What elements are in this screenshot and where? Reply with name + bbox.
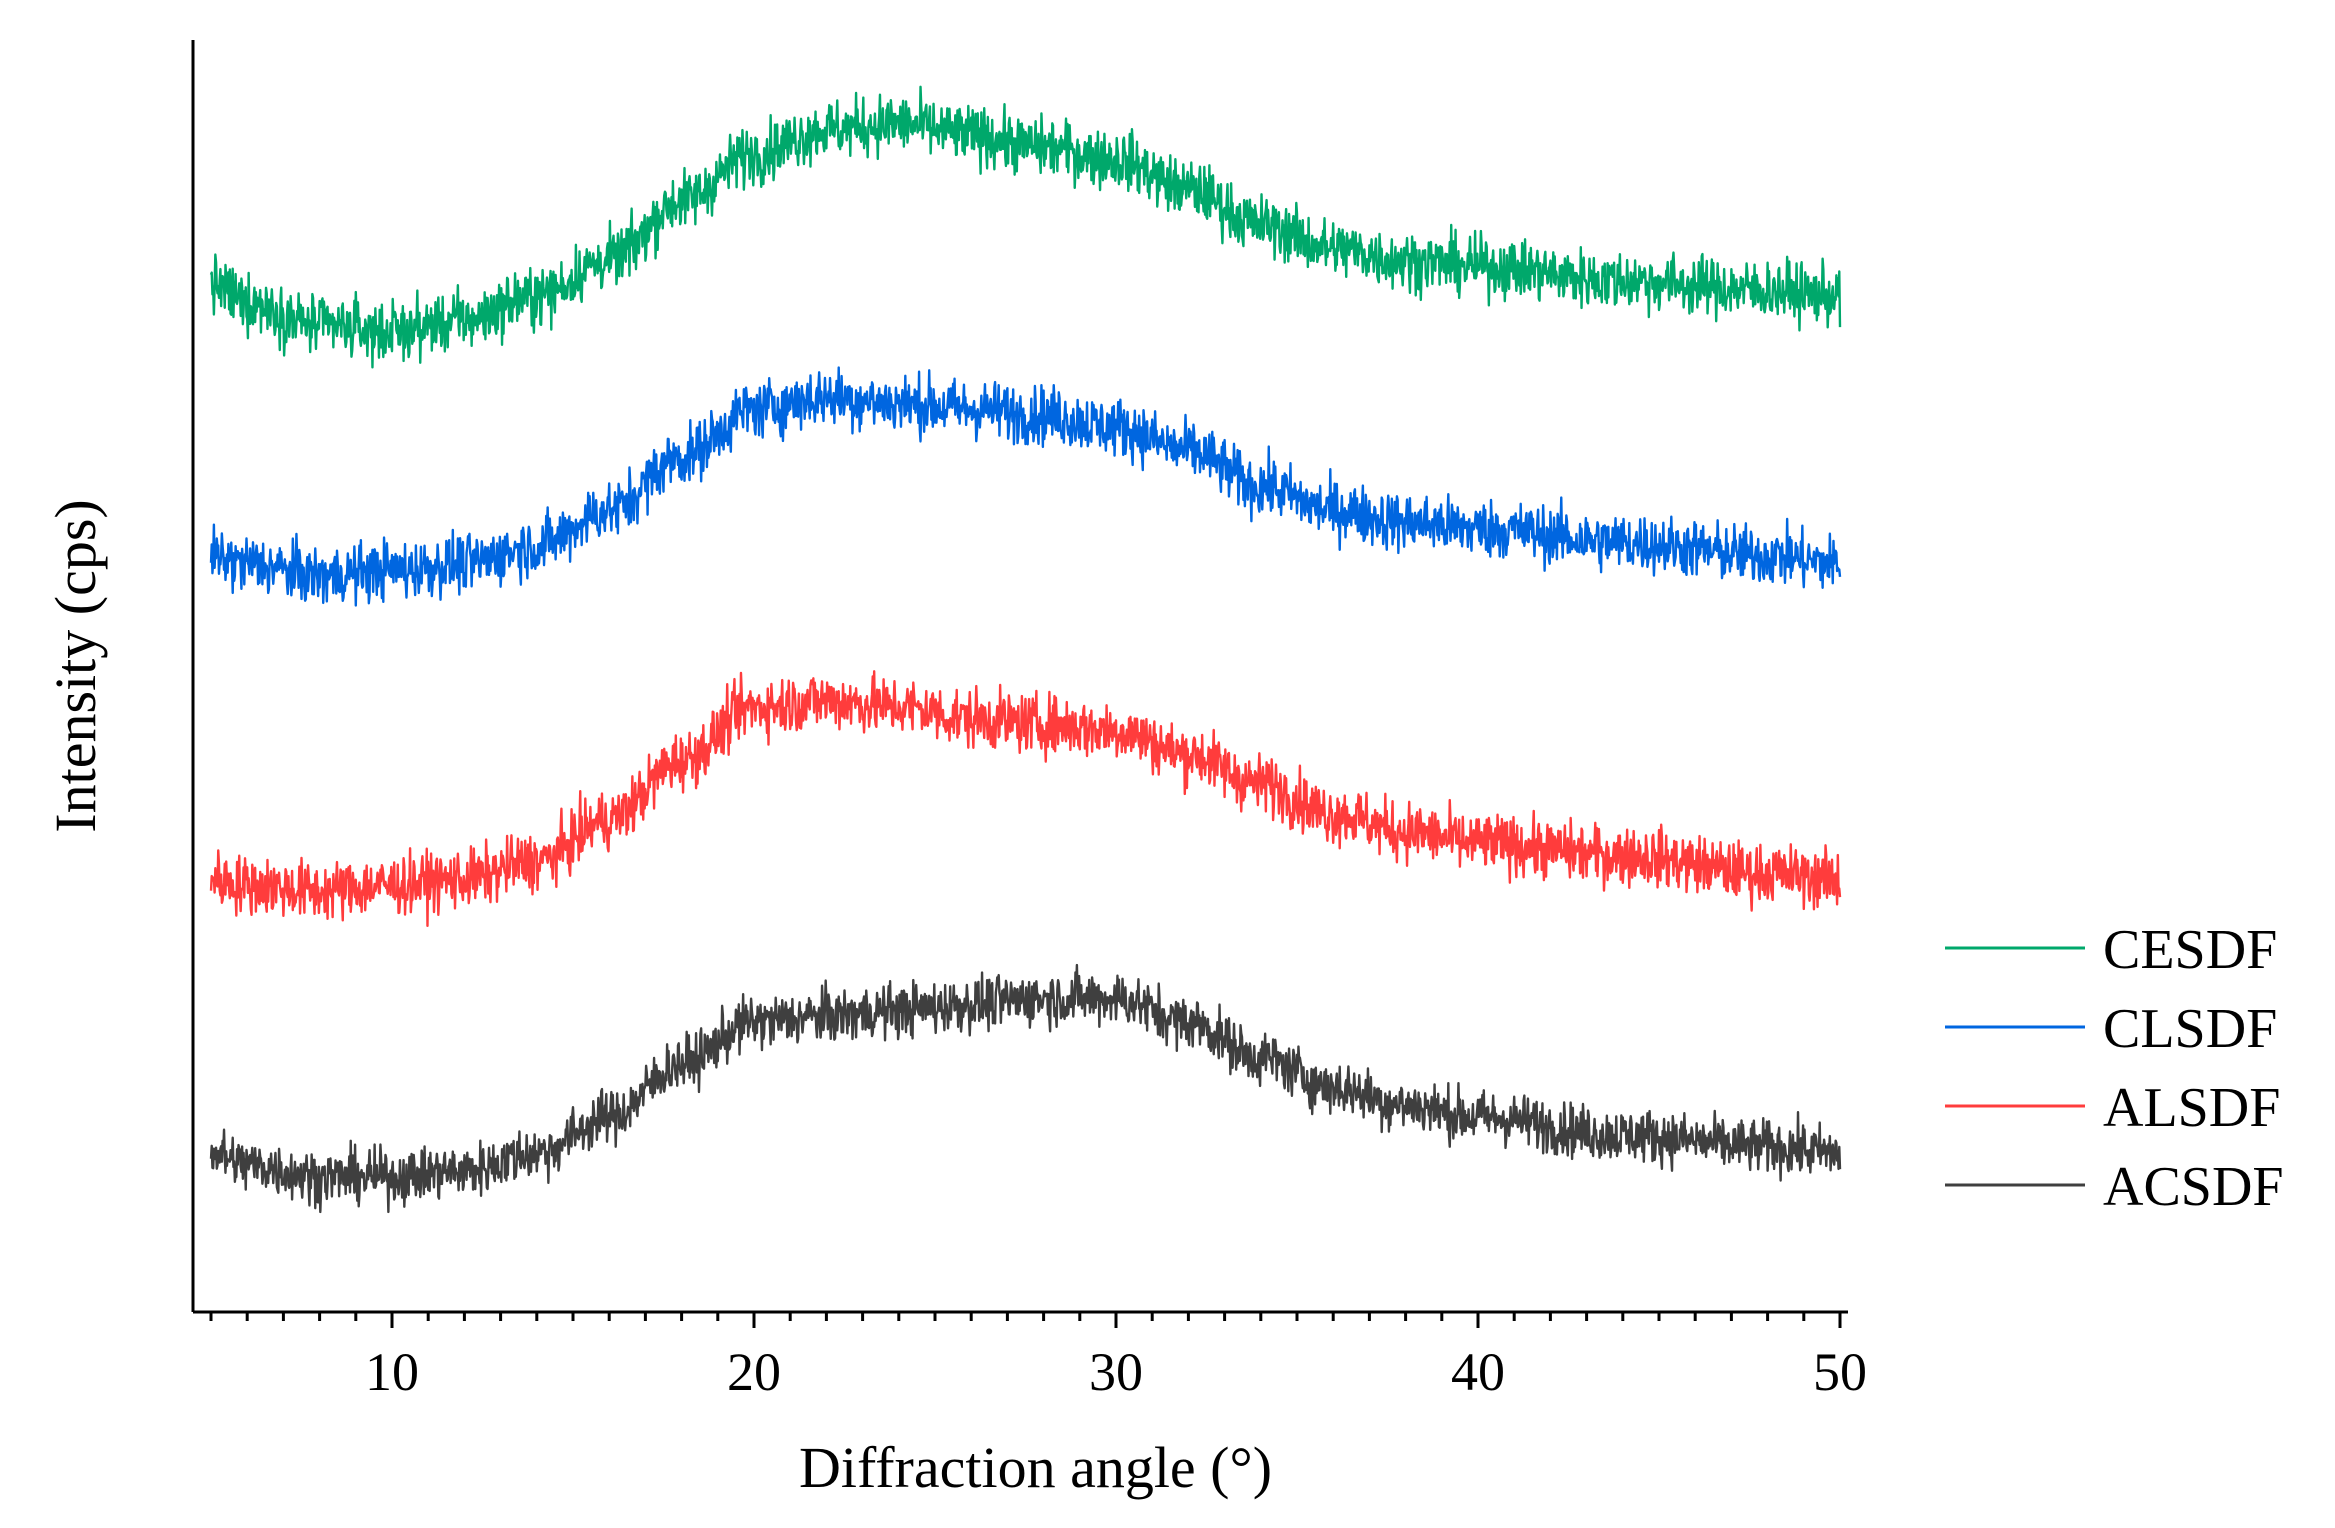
x-tick-label: 10 xyxy=(365,1342,419,1402)
series-line-alsdf xyxy=(209,670,1842,928)
series-layer xyxy=(209,85,1842,1214)
legend-label-cesdf: CESDF xyxy=(2103,919,2277,981)
series-line-clsdf xyxy=(209,366,1842,607)
x-ticks: 10 20 30 40 50 xyxy=(209,1312,1867,1402)
x-tick-label: 30 xyxy=(1089,1342,1143,1402)
x-tick-label: 20 xyxy=(727,1342,781,1402)
legend-label-acsdf: ACSDF xyxy=(2103,1156,2284,1218)
legend-label-clsdf: CLSDF xyxy=(2103,998,2277,1060)
x-tick-label: 50 xyxy=(1813,1342,1867,1402)
legend: CESDF CLSDF ALSDF ACSDF xyxy=(1945,919,2284,1218)
series-line-acsdf xyxy=(209,963,1842,1214)
x-tick-label: 40 xyxy=(1451,1342,1505,1402)
x-axis-title: Diffraction angle (°) xyxy=(799,1435,1272,1500)
series-line-cesdf xyxy=(209,85,1842,369)
legend-label-alsdf: ALSDF xyxy=(2103,1077,2280,1139)
y-axis-title: Intensity (cps) xyxy=(43,499,108,832)
